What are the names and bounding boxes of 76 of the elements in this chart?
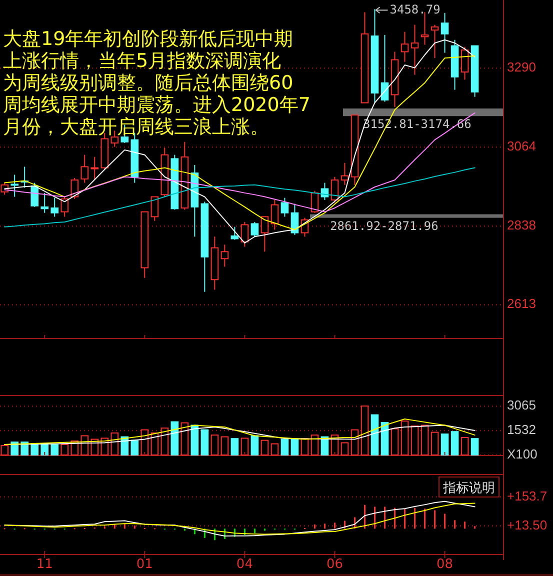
candlestick [370, 8, 379, 104]
bar [180, 422, 189, 456]
bar [360, 406, 369, 456]
y-tick-label: 3065 [507, 398, 536, 413]
candlestick [230, 226, 239, 240]
bar [260, 440, 269, 456]
candlestick [40, 192, 49, 214]
bar [390, 428, 399, 456]
bar [470, 438, 479, 456]
annotation: 周均线展开中期震荡。进入2020年7 [3, 94, 310, 116]
annotation: 为周线级别调整。随后总体围绕60 [3, 72, 294, 94]
x-tick-label: 04 [236, 557, 253, 572]
candlestick [400, 31, 409, 62]
bar [270, 443, 279, 456]
bar [460, 437, 469, 456]
bar [370, 414, 379, 456]
bar [110, 432, 119, 456]
bar [240, 438, 249, 456]
candlestick [210, 236, 219, 290]
bar [170, 421, 179, 456]
candlestick [90, 156, 99, 181]
annotation: 月份，大盘开启周线三浪上涨。 [3, 116, 269, 138]
bar [440, 434, 449, 456]
bar [0, 445, 9, 456]
bar [60, 444, 69, 456]
candlestick [10, 174, 19, 198]
bar [130, 440, 139, 456]
bar [220, 436, 229, 456]
line-series [4, 418, 476, 446]
candlestick [390, 51, 399, 108]
bar [210, 434, 219, 456]
candlestick [410, 24, 419, 76]
annotation: 3458.79 [390, 2, 440, 16]
bar [160, 428, 169, 456]
candlestick [80, 154, 89, 184]
x-tick-label: 08 [436, 557, 454, 572]
y-tick-label: +13.50 [507, 517, 548, 532]
bar [410, 425, 419, 456]
bar [30, 442, 39, 456]
bar [20, 442, 29, 456]
candlestick [200, 201, 209, 292]
candlestick [440, 12, 449, 54]
bar [190, 424, 199, 456]
bar [430, 432, 439, 456]
candlestick [340, 162, 349, 186]
y-tick-label: 3290 [507, 60, 536, 75]
y-tick-label: 3064 [507, 138, 536, 154]
bar [250, 435, 259, 456]
x-tick-label: 11 [36, 557, 53, 572]
bar [420, 424, 429, 456]
candlestick [220, 244, 229, 268]
y-tick-label: 2838 [507, 218, 536, 233]
bar [230, 438, 239, 456]
bar [340, 442, 349, 456]
candlestick [270, 199, 279, 230]
annotation: 上涨行情，当年5月指数深调演化 [3, 50, 282, 72]
bar [280, 438, 289, 456]
bar [450, 431, 459, 456]
x-tick-label: 01 [136, 557, 153, 572]
bar [400, 420, 409, 456]
y-tick-label: 2613 [507, 296, 536, 312]
bar [380, 422, 389, 456]
annotation: 大盘19年年初创阶段新低后现中期 [3, 28, 294, 50]
y-tick-label: +153.7 [507, 488, 548, 504]
bar [310, 434, 319, 456]
bar [50, 444, 59, 456]
bar [140, 429, 149, 456]
bar [290, 438, 299, 456]
annotation: 指标说明 [442, 481, 495, 496]
band-label: 2861.92-2871.96 [330, 218, 438, 233]
bar [300, 438, 309, 456]
x-tick-label: 06 [326, 557, 344, 572]
y-tick-label: X100 [507, 446, 538, 462]
bar [40, 444, 49, 456]
y-tick-label: 1532 [507, 422, 536, 438]
bar [200, 429, 209, 456]
